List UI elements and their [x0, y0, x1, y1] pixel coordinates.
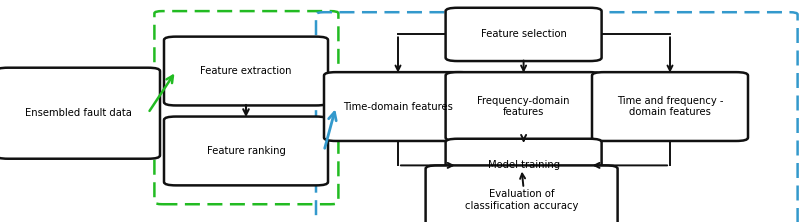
FancyBboxPatch shape: [164, 37, 328, 105]
FancyBboxPatch shape: [324, 72, 472, 141]
FancyBboxPatch shape: [446, 139, 602, 192]
Text: Evaluation of
classification accuracy: Evaluation of classification accuracy: [465, 189, 578, 211]
FancyBboxPatch shape: [0, 68, 160, 159]
Text: Ensembled fault data: Ensembled fault data: [25, 108, 131, 118]
Text: Feature ranking: Feature ranking: [206, 146, 286, 156]
Text: Feature selection: Feature selection: [481, 29, 566, 40]
Text: Time and frequency -
domain features: Time and frequency - domain features: [617, 96, 723, 117]
FancyBboxPatch shape: [164, 117, 328, 185]
FancyBboxPatch shape: [446, 72, 602, 141]
Text: Model training: Model training: [487, 160, 560, 170]
FancyBboxPatch shape: [426, 165, 618, 222]
FancyBboxPatch shape: [446, 8, 602, 61]
FancyBboxPatch shape: [592, 72, 748, 141]
Text: Feature extraction: Feature extraction: [200, 66, 292, 76]
Text: Frequency-domain
features: Frequency-domain features: [478, 96, 570, 117]
Text: Time-domain features: Time-domain features: [343, 101, 453, 112]
